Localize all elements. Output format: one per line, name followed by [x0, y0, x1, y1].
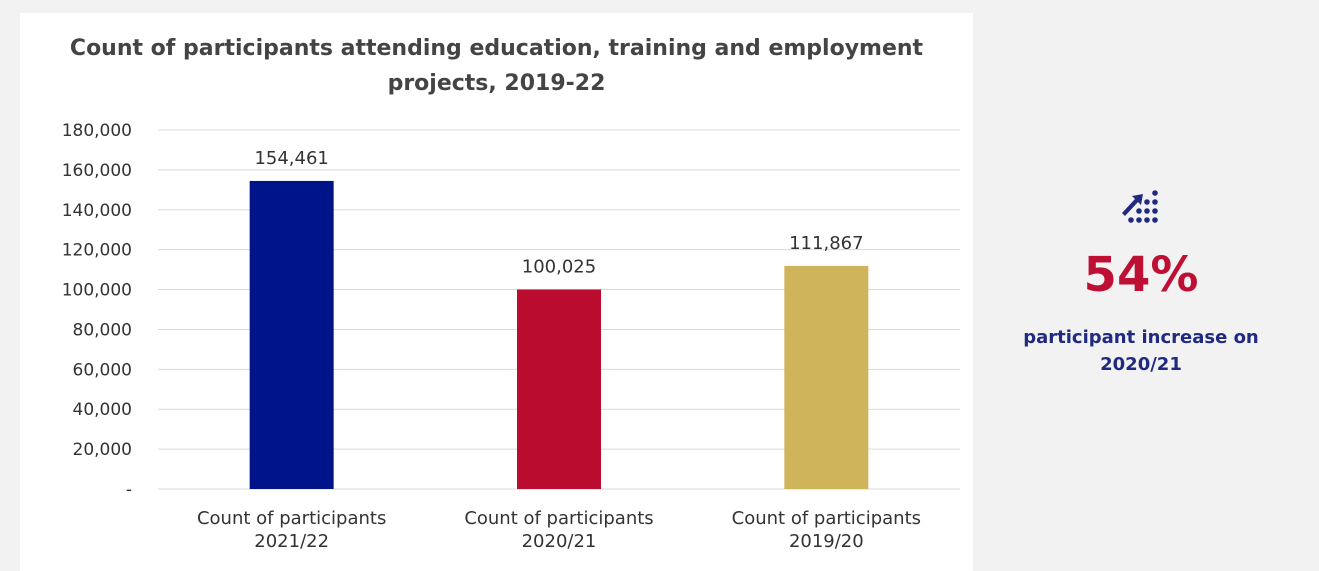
y-tick-label: 20,000	[73, 440, 132, 460]
data-label: 100,025	[522, 257, 596, 278]
x-tick-label: Count of participants	[464, 508, 653, 529]
bar	[249, 180, 334, 490]
x-tick-label: 2020/21	[522, 531, 597, 552]
y-tick-label: 160,000	[62, 161, 132, 181]
y-tick-label: 80,000	[73, 320, 132, 340]
y-tick-label: 180,000	[62, 121, 132, 141]
x-tick-label: 2019/20	[789, 531, 864, 552]
kpi-panel: 54% participant increase on 2020/21	[973, 13, 1309, 571]
growth-chart-icon	[1122, 190, 1158, 223]
bar-chart: - 20,000 40,000 60,000 80,000 100,000 120,000 1…	[62, 121, 960, 552]
kpi-value: 54%	[1083, 247, 1199, 303]
chart-panel: Count of participants attending educatio…	[20, 13, 973, 571]
bar	[517, 289, 601, 489]
chart-title: Count of participants attending educatio…	[69, 36, 924, 96]
x-tick-label: Count of participants	[197, 508, 386, 529]
y-tick-label: 60,000	[73, 360, 132, 380]
y-tick-label: 120,000	[62, 241, 132, 261]
y-tick-label: 40,000	[73, 400, 132, 420]
y-tick-label: -	[126, 480, 132, 500]
kpi-caption: participant increase on 2020/21	[1023, 327, 1259, 375]
x-tick-label: 2021/22	[254, 531, 329, 552]
y-tick-label: 140,000	[62, 201, 132, 221]
y-tick-label: 100,000	[62, 281, 132, 301]
data-label: 154,461	[254, 148, 328, 169]
bar	[784, 265, 869, 489]
x-tick-label: Count of participants	[732, 508, 921, 529]
data-label: 111,867	[789, 233, 863, 254]
